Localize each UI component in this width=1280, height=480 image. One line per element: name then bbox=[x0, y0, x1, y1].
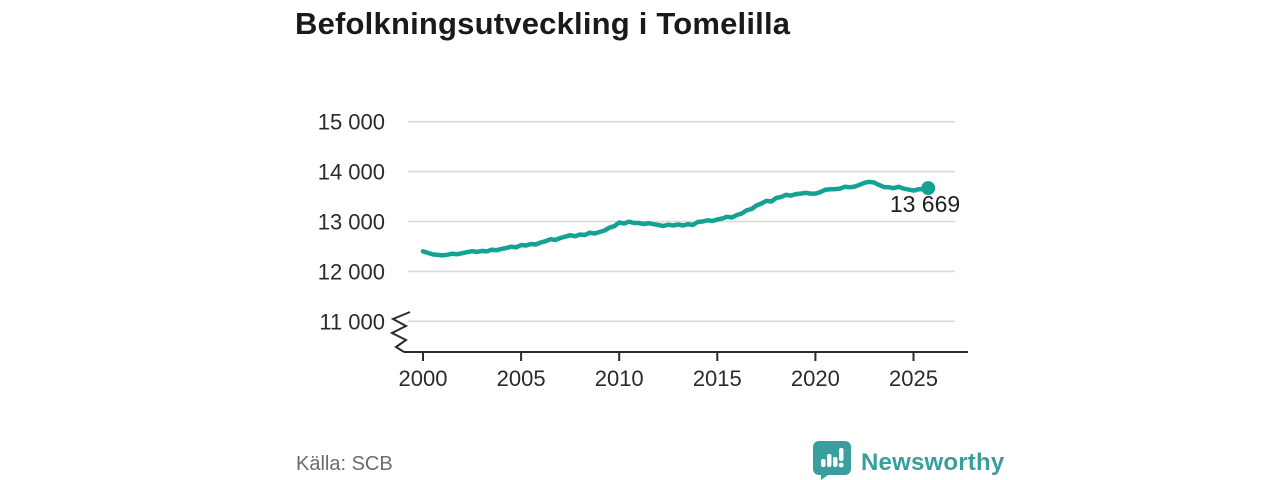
y-axis-tick-label: 11 000 bbox=[319, 309, 385, 334]
source-note: Källa: SCB bbox=[296, 453, 393, 475]
chart-title: Befolkningsutveckling i Tomelilla bbox=[295, 6, 791, 41]
newsworthy-logo-icon bbox=[812, 440, 852, 480]
x-axis-tick-label: 2010 bbox=[595, 366, 644, 391]
y-axis-tick-label: 12 000 bbox=[318, 259, 385, 284]
y-axis-tick-label: 15 000 bbox=[318, 110, 385, 135]
x-axis-tick-label: 2025 bbox=[889, 366, 938, 391]
series-end-dot bbox=[921, 181, 936, 196]
x-axis-tick-label: 2020 bbox=[791, 366, 840, 391]
end-value-label: 13 669 bbox=[890, 191, 960, 217]
y-axis-tick-label: 13 000 bbox=[318, 210, 385, 235]
y-axis-break-symbol bbox=[389, 311, 411, 353]
y-axis-tick-label: 14 000 bbox=[318, 160, 385, 185]
population-series-line bbox=[420, 179, 931, 258]
newsworthy-wordmark: Newsworthy bbox=[861, 448, 1005, 476]
x-axis-tick-label: 2015 bbox=[693, 366, 742, 391]
x-axis-tick-label: 2000 bbox=[399, 366, 448, 391]
newsworthy-branding: Newsworthy bbox=[812, 440, 1004, 480]
x-axis-tick-label: 2005 bbox=[497, 366, 546, 391]
